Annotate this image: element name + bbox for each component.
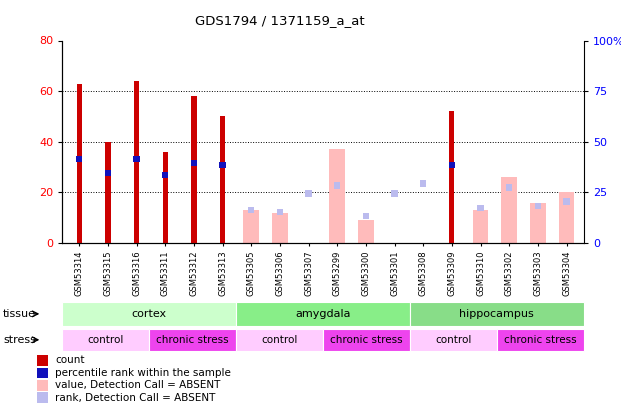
Bar xyxy=(391,190,397,197)
Text: GDS1794 / 1371159_a_at: GDS1794 / 1371159_a_at xyxy=(194,14,365,27)
Bar xyxy=(162,172,168,179)
Text: chronic stress: chronic stress xyxy=(330,335,402,345)
Bar xyxy=(535,202,541,209)
Bar xyxy=(323,328,410,351)
Bar xyxy=(449,162,455,168)
Bar xyxy=(248,207,255,213)
Text: control: control xyxy=(435,335,471,345)
Bar xyxy=(306,190,312,197)
Bar xyxy=(450,111,455,243)
Text: cortex: cortex xyxy=(132,309,166,319)
Text: hippocampus: hippocampus xyxy=(460,309,534,319)
Text: tissue: tissue xyxy=(3,309,36,319)
Bar xyxy=(134,81,139,243)
Bar xyxy=(473,210,489,243)
Bar xyxy=(272,213,288,243)
Bar xyxy=(501,177,517,243)
Bar xyxy=(243,210,259,243)
Bar xyxy=(37,368,48,378)
Bar xyxy=(236,328,323,351)
Bar xyxy=(220,117,225,243)
Bar xyxy=(219,162,226,168)
Bar xyxy=(134,156,140,162)
Bar xyxy=(149,328,236,351)
Bar xyxy=(334,182,340,189)
Text: percentile rank within the sample: percentile rank within the sample xyxy=(55,368,231,378)
Text: control: control xyxy=(88,335,124,345)
Text: count: count xyxy=(55,356,84,365)
Bar xyxy=(106,142,111,243)
Bar xyxy=(77,83,82,243)
Text: chronic stress: chronic stress xyxy=(504,335,576,345)
Bar xyxy=(329,149,345,243)
Text: control: control xyxy=(261,335,297,345)
Bar xyxy=(37,355,48,366)
Bar xyxy=(358,220,374,243)
Bar xyxy=(497,328,584,351)
Bar xyxy=(559,192,574,243)
Text: chronic stress: chronic stress xyxy=(156,335,229,345)
Bar xyxy=(410,302,584,326)
Bar xyxy=(363,213,369,219)
Bar xyxy=(410,328,497,351)
Bar xyxy=(506,184,512,191)
Bar xyxy=(62,302,236,326)
Bar xyxy=(163,152,168,243)
Bar xyxy=(420,180,427,187)
Bar xyxy=(563,198,569,205)
Bar xyxy=(105,170,111,177)
Bar xyxy=(530,202,546,243)
Bar xyxy=(236,302,410,326)
Bar xyxy=(37,380,48,390)
Text: stress: stress xyxy=(3,335,36,345)
Text: rank, Detection Call = ABSENT: rank, Detection Call = ABSENT xyxy=(55,393,215,403)
Bar xyxy=(191,160,197,166)
Text: value, Detection Call = ABSENT: value, Detection Call = ABSENT xyxy=(55,380,220,390)
Text: amygdala: amygdala xyxy=(295,309,351,319)
Bar xyxy=(478,205,484,211)
Bar xyxy=(62,328,149,351)
Bar xyxy=(277,209,283,215)
Bar xyxy=(191,96,196,243)
Bar xyxy=(37,392,48,403)
Bar xyxy=(76,156,83,162)
